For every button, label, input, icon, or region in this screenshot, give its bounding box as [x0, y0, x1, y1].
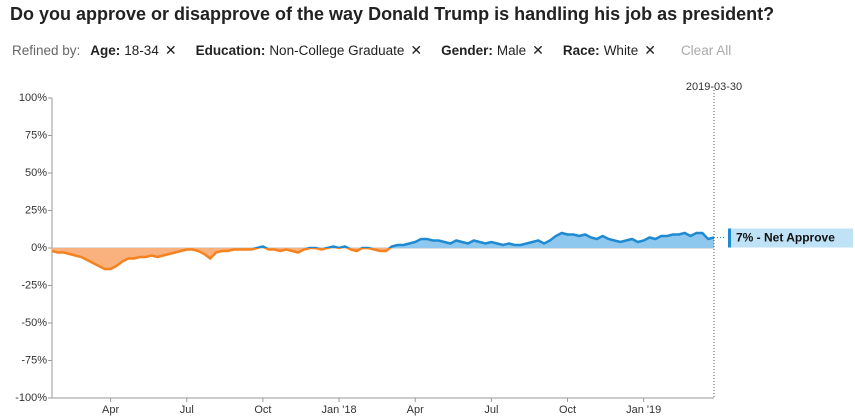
filter-label: Race: [562, 43, 600, 58]
x-tick-label: Jan '19 [626, 404, 661, 416]
filter-bar: Refined by: Age: 18-34 ✕ Education: Non-Coll… [12, 42, 731, 59]
negative-area [52, 248, 714, 269]
filter-chips: Age: 18-34 ✕ Education: Non-College Graduate… [90, 42, 675, 59]
negative-line [51, 248, 392, 271]
x-tick-label: Jul [180, 404, 194, 416]
x-tick-label: Jul [484, 404, 498, 416]
question-title: Do you approve or disapprove of the way … [10, 4, 775, 24]
filter-value: White [603, 43, 639, 58]
x-tick-label: Oct [559, 404, 576, 416]
annotation-box [728, 228, 853, 248]
y-tick-label: -25% [21, 279, 47, 291]
filter-label: Age: [90, 43, 121, 58]
filter-value: Non-College Graduate [269, 43, 405, 58]
filter-value: 18-34 [124, 43, 159, 58]
positive-line [252, 231, 715, 248]
y-tick-label: 25% [25, 204, 47, 216]
filter-label: Gender: [441, 43, 493, 58]
y-tick-label: 0% [31, 242, 47, 254]
remove-filter-button[interactable]: ✕ [410, 42, 423, 58]
filter-chip: Race: White ✕ [563, 42, 656, 59]
clear-all-button[interactable]: Clear All [680, 43, 732, 58]
filter-chip: Education: Non-College Graduate ✕ [196, 42, 423, 59]
y-tick-label: -75% [21, 354, 47, 366]
x-tick-label: Apr [407, 404, 424, 416]
x-tick-label: Apr [102, 404, 119, 416]
positive-area [52, 233, 714, 248]
y-tick-label: 75% [25, 129, 47, 141]
y-tick-label: 100% [19, 92, 47, 104]
filter-chip: Age: 18-34 ✕ [90, 42, 176, 59]
y-tick-label: 50% [25, 167, 47, 179]
y-tick-label: -50% [21, 317, 47, 329]
filter-value: Male [496, 43, 527, 58]
x-tick-label: Jan '18 [321, 404, 356, 416]
filter-label: Education: [195, 43, 266, 58]
refined-by-label: Refined by: [12, 43, 81, 58]
remove-filter-button[interactable]: ✕ [644, 42, 656, 58]
x-tick-label: Oct [254, 404, 271, 416]
filter-chip: Gender: Male ✕ [441, 42, 544, 59]
annotation-bar [728, 228, 731, 248]
remove-filter-button[interactable]: ✕ [164, 42, 177, 58]
y-tick-label: -100% [15, 392, 47, 404]
remove-filter-button[interactable]: ✕ [532, 42, 544, 58]
annotation-label: 7% - Net Approve [736, 231, 835, 245]
hover-date: 2019-03-30 [686, 81, 742, 93]
